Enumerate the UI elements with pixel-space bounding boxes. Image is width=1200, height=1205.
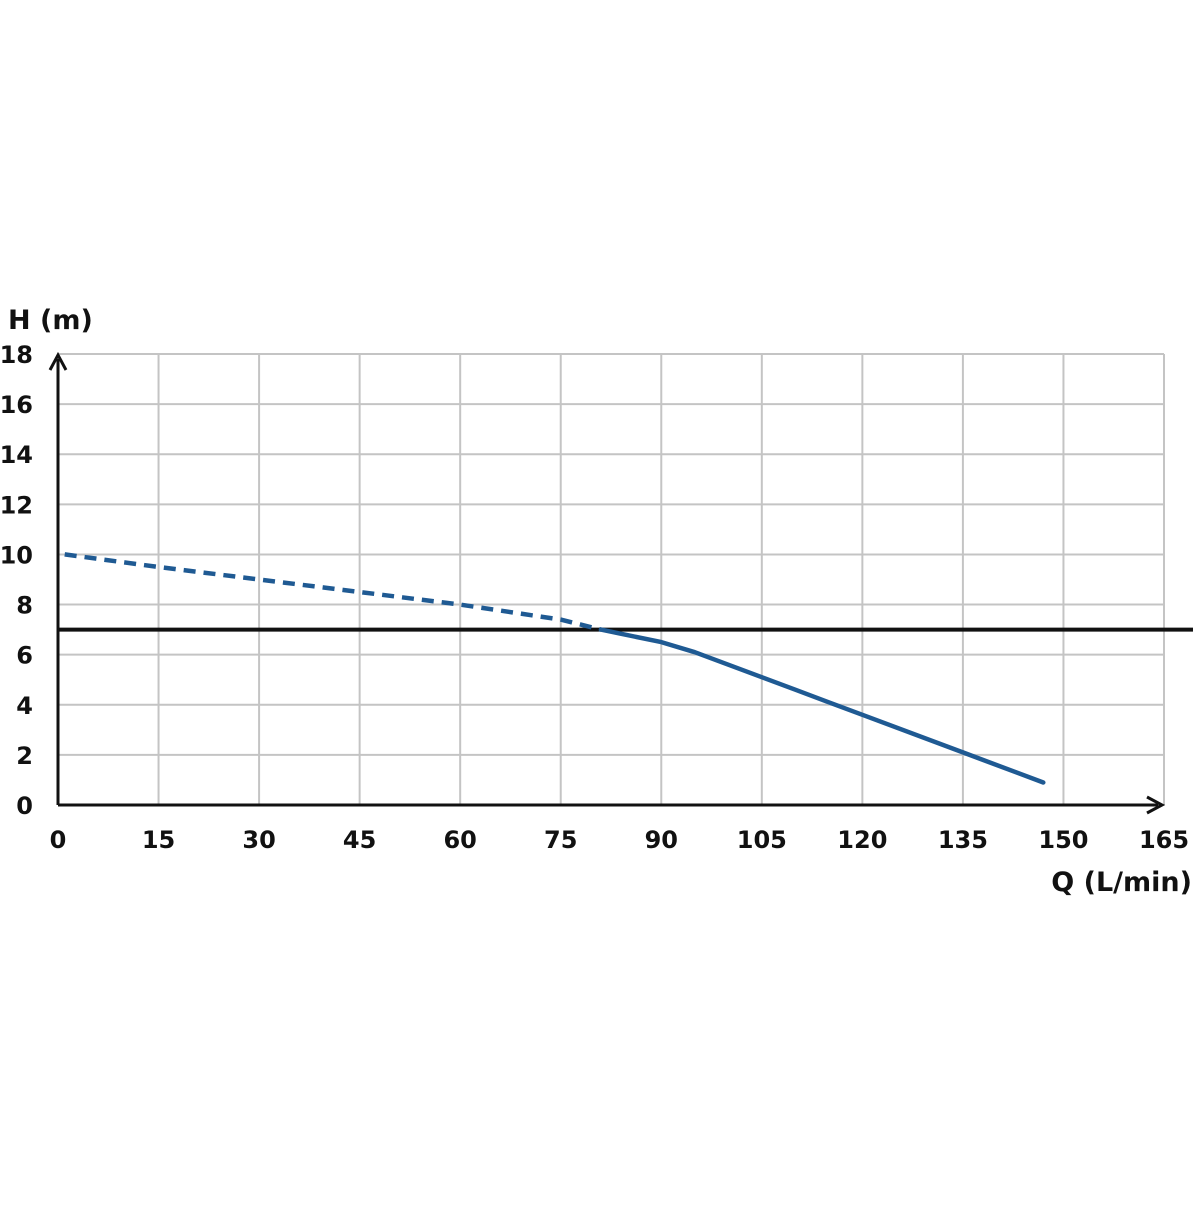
- series-line-dashed: [64, 552, 602, 632]
- x-tick-label: 75: [544, 826, 577, 854]
- x-tick-label: 90: [645, 826, 678, 854]
- series-layer: [64, 552, 1046, 785]
- x-tick-label: 0: [50, 826, 67, 854]
- y-axis-title: H (m): [8, 305, 93, 336]
- x-axis-arrow: [1146, 795, 1166, 815]
- x-tick-label: 15: [142, 826, 175, 854]
- x-tick-label: 120: [837, 826, 887, 854]
- tick-labels: 0 15 30 45 60 75 90 105 120 135 150 165 0 2 4 6 8 10 12 14 1…: [0, 341, 1189, 854]
- y-tick-label: 8: [16, 592, 33, 620]
- y-tick-label: 0: [16, 792, 33, 820]
- x-tick-label: 165: [1139, 826, 1189, 854]
- x-tick-label: 150: [1038, 826, 1088, 854]
- x-tick-label: 45: [343, 826, 376, 854]
- x-axis-title: Q (L/min): [1051, 867, 1192, 898]
- series-line-solid: [598, 627, 1046, 785]
- grid: [58, 353, 1165, 805]
- y-tick-label: 14: [0, 441, 33, 469]
- y-tick-label: 6: [16, 642, 33, 670]
- x-tick-label: 105: [737, 826, 787, 854]
- y-tick-label: 18: [0, 341, 33, 369]
- x-tick-label: 30: [242, 826, 275, 854]
- y-tick-label: 10: [0, 541, 33, 569]
- x-tick-label: 135: [938, 826, 988, 854]
- y-tick-label: 2: [16, 742, 33, 770]
- x-tick-label: 60: [443, 826, 476, 854]
- y-tick-label: 16: [0, 391, 33, 419]
- y-axis-arrow: [48, 351, 68, 371]
- y-tick-label: 4: [16, 692, 33, 720]
- y-tick-label: 12: [0, 491, 33, 519]
- axes: [48, 351, 1166, 815]
